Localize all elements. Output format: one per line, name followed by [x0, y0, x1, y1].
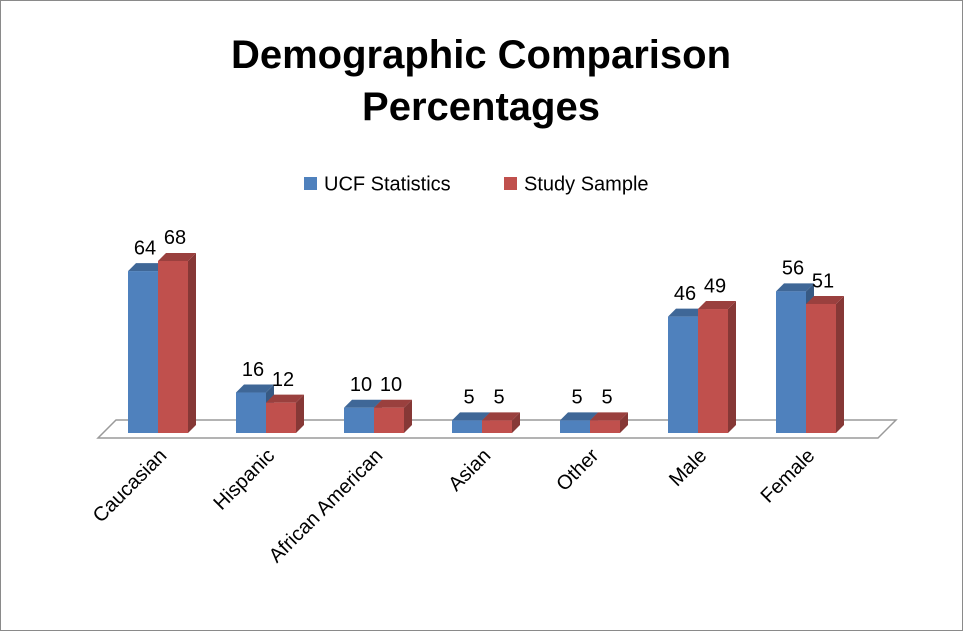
- bar-top: [698, 301, 736, 310]
- bar: [374, 399, 412, 433]
- bar-front: [128, 271, 158, 433]
- value-label: 56: [782, 258, 804, 280]
- value-label: 5: [571, 387, 582, 409]
- bar: [482, 412, 520, 433]
- bar-side: [296, 394, 304, 433]
- bar-top: [344, 399, 382, 408]
- value-label: 5: [463, 387, 474, 409]
- value-label: 10: [380, 374, 402, 396]
- bar-side: [404, 399, 412, 433]
- value-label: 49: [704, 275, 726, 297]
- bar: [266, 394, 304, 433]
- bar: [806, 295, 844, 433]
- legend-label: Study Sample: [524, 173, 649, 195]
- bar-front: [236, 392, 266, 433]
- bar-side: [188, 252, 196, 433]
- bar-top: [668, 308, 706, 317]
- bar-front: [698, 309, 728, 433]
- bar-top: [266, 394, 304, 403]
- bar-front: [374, 407, 404, 433]
- chart-title: Demographic Comparison Percentages: [230, 33, 732, 129]
- bar-top: [806, 295, 844, 304]
- legend-swatch: [504, 177, 517, 190]
- bar-front: [590, 420, 620, 433]
- value-label: 5: [601, 387, 612, 409]
- bar-front: [668, 316, 698, 433]
- bar: [590, 412, 628, 433]
- x-tick-label: Asian: [444, 445, 495, 496]
- bar-side: [620, 412, 628, 433]
- value-label: 12: [272, 369, 294, 391]
- bar-top: [560, 412, 598, 421]
- x-tick-label: Other: [552, 444, 603, 495]
- bar-front: [266, 402, 296, 433]
- bar-front: [806, 303, 836, 433]
- bar-side: [512, 412, 520, 433]
- x-tick-label: African American: [265, 445, 387, 567]
- value-label: 5: [493, 387, 504, 409]
- value-label: 16: [242, 359, 264, 381]
- x-tick-label: Male: [665, 445, 711, 491]
- bar-top: [128, 263, 166, 272]
- bar-top: [374, 399, 412, 408]
- value-label: 10: [350, 374, 372, 396]
- value-label: 64: [134, 237, 156, 259]
- legend-swatch: [304, 177, 317, 190]
- bar-top: [236, 384, 274, 393]
- bar-front: [158, 260, 188, 433]
- x-tick-label: Caucasian: [89, 445, 171, 527]
- bar-front: [560, 420, 590, 433]
- legend-label: UCF Statistics: [324, 173, 451, 195]
- bar-top: [482, 412, 520, 421]
- value-label: 68: [164, 227, 186, 249]
- x-tick-label: Hispanic: [209, 445, 279, 515]
- bar-front: [776, 291, 806, 433]
- bar-top: [158, 252, 196, 261]
- bar-top: [452, 412, 490, 421]
- bar-front: [452, 420, 482, 433]
- bar: [698, 301, 736, 433]
- bar-top: [776, 283, 814, 292]
- x-tick-label: Female: [757, 445, 820, 508]
- bar-side: [728, 301, 736, 433]
- value-label: 51: [812, 270, 834, 292]
- bar-front: [482, 420, 512, 433]
- bar-front: [344, 407, 374, 433]
- value-label: 46: [674, 283, 696, 305]
- bar: [158, 252, 196, 433]
- bar-top: [590, 412, 628, 421]
- bar-side: [836, 295, 844, 433]
